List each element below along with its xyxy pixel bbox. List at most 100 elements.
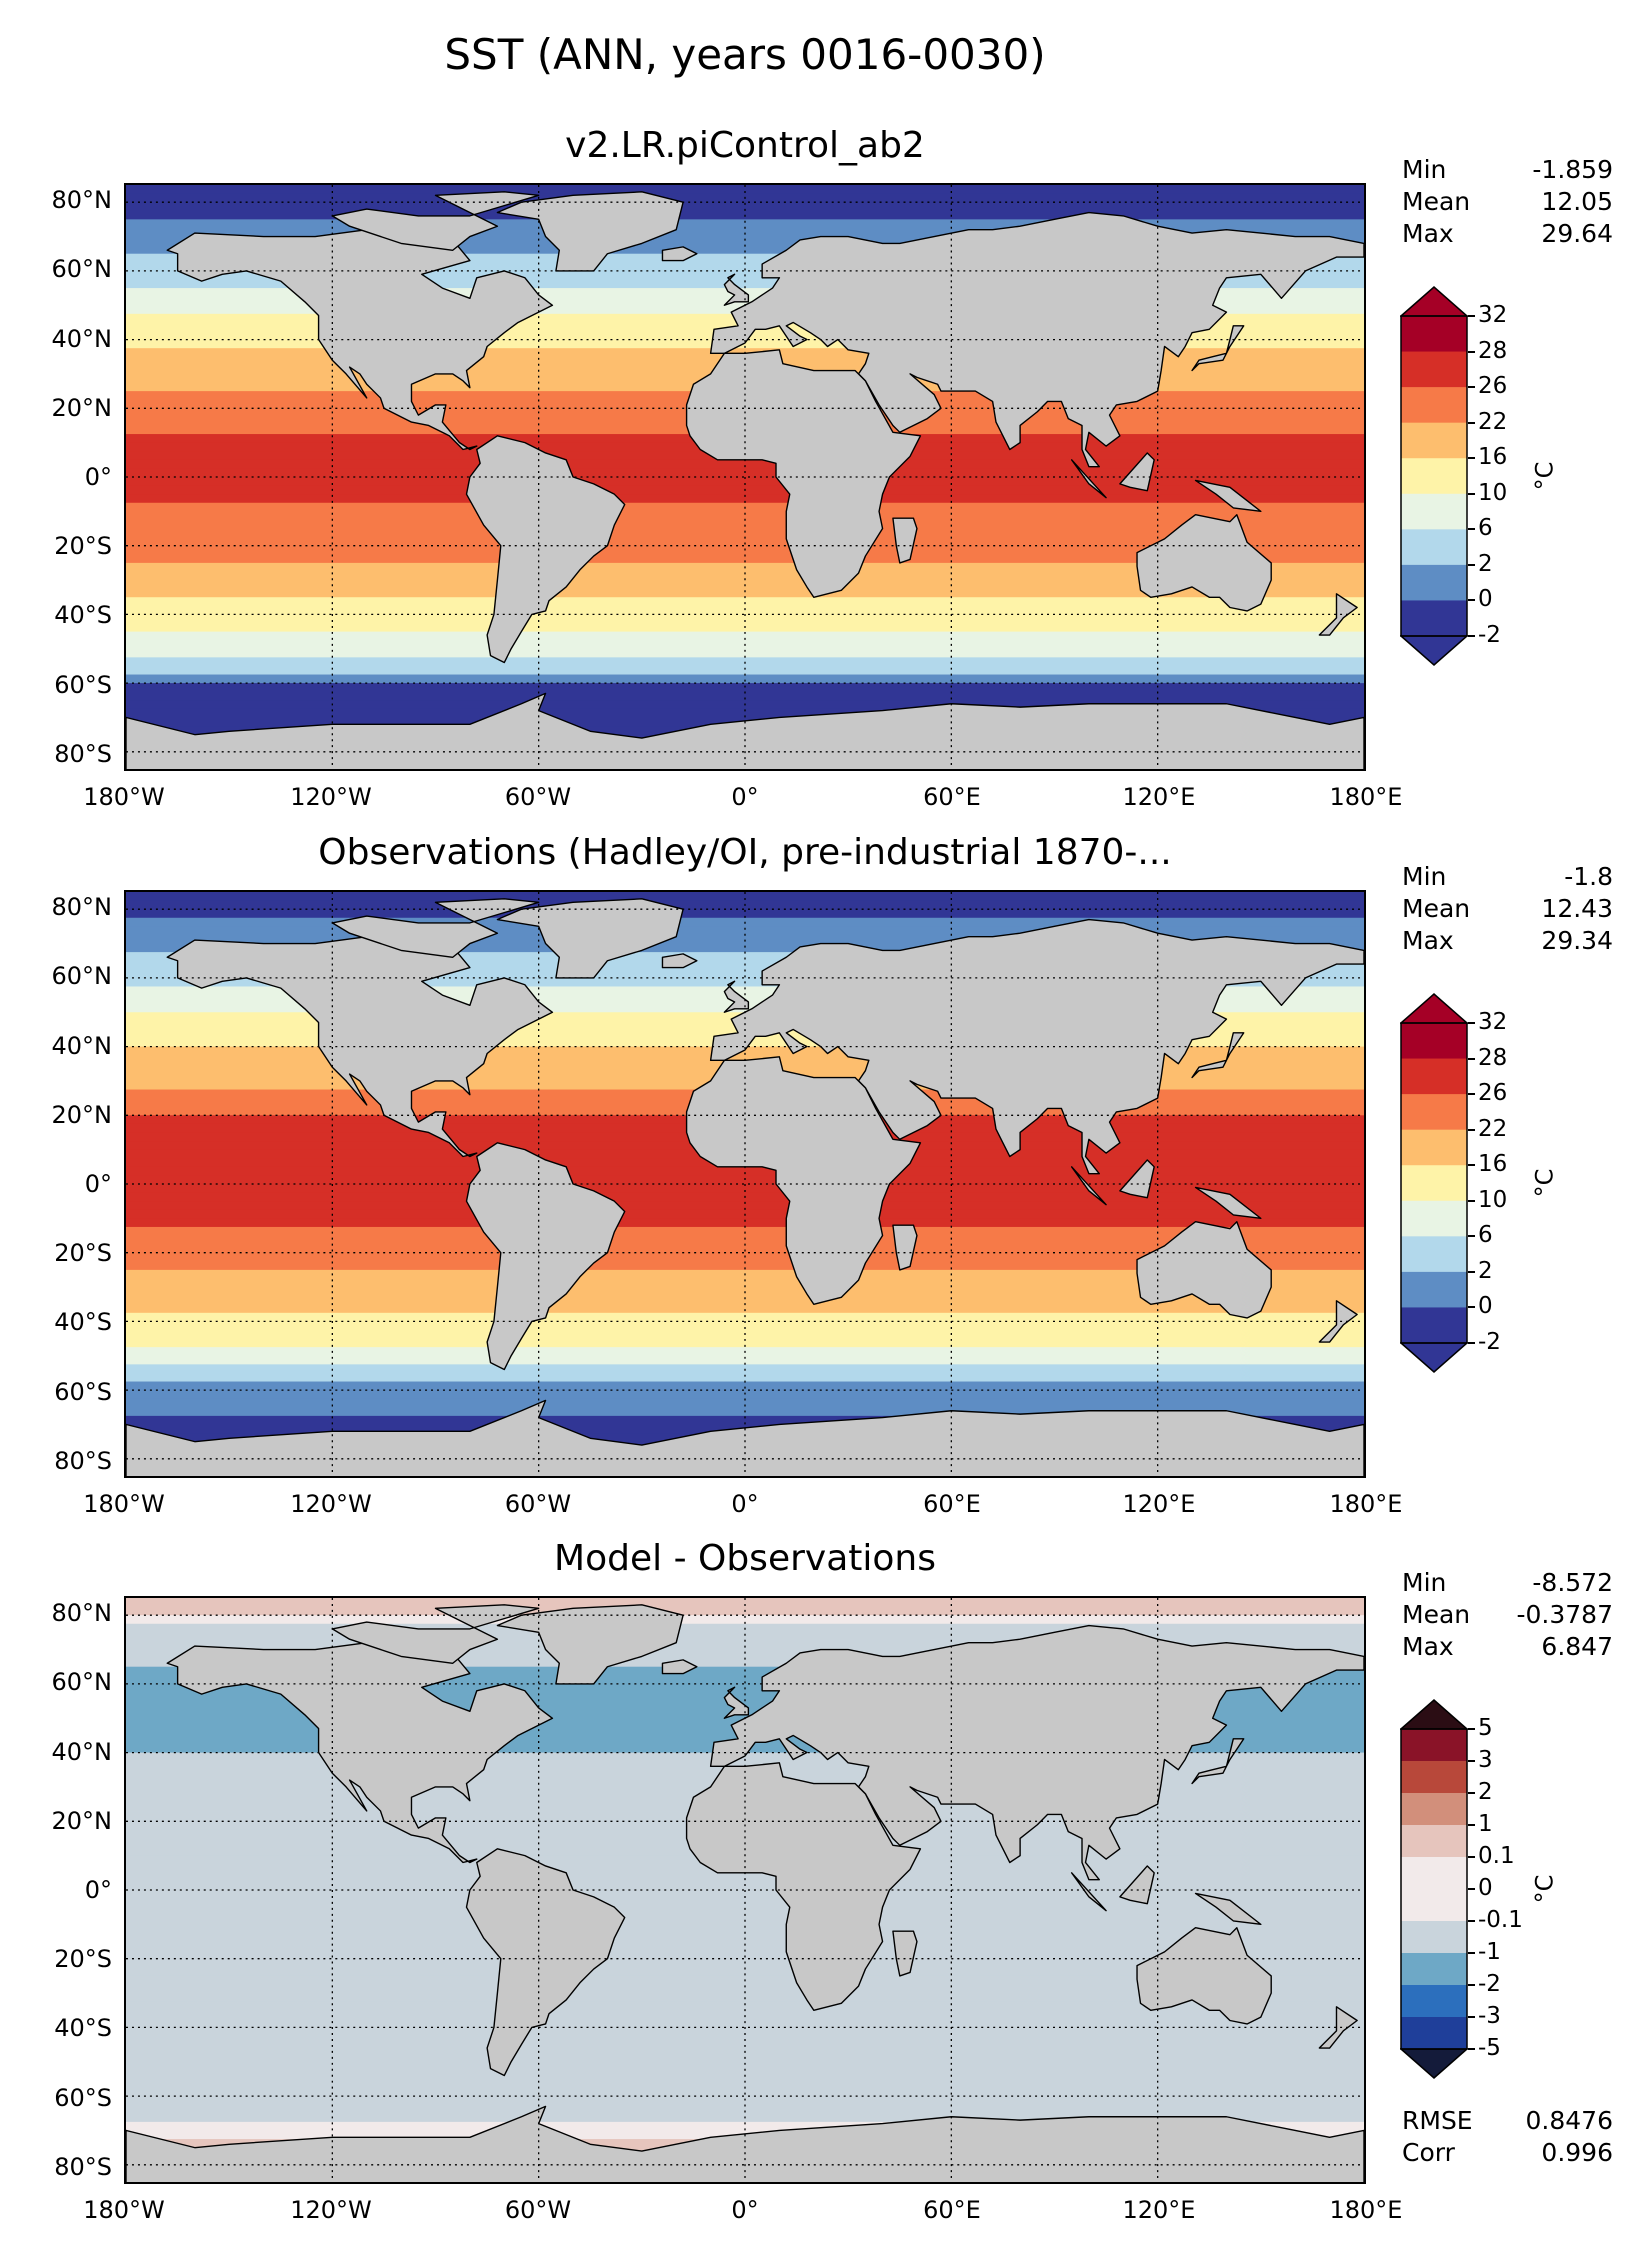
landmass — [709, 211, 1364, 468]
colorbar-tick-label: 2 — [1478, 1257, 1493, 1284]
landmass — [1194, 1186, 1262, 1220]
map-plot — [126, 185, 1364, 769]
colorbar-tick-label: 2 — [1478, 1779, 1493, 1805]
colorbar-tick-mark — [1468, 386, 1475, 389]
colorbar-tick-mark — [1468, 1128, 1475, 1131]
stat-value: 12.43 — [1541, 894, 1613, 923]
stat-value: -0.3787 — [1516, 1600, 1614, 1629]
sea-band — [126, 1872, 1364, 1883]
sea-band — [126, 909, 1364, 919]
lat-tick-label: 80°S — [54, 1446, 112, 1475]
landmass — [723, 980, 750, 1013]
sea-band — [126, 537, 1364, 547]
sea-band — [126, 691, 1364, 702]
sea-band — [126, 2027, 1364, 2037]
colorbar-segment — [1401, 1857, 1467, 1890]
sea-band — [126, 934, 1364, 945]
landmass — [331, 191, 540, 251]
stat-value: -1.859 — [1532, 155, 1613, 184]
colorbar-tick-mark — [1468, 1235, 1475, 1238]
colorbar-tick-mark — [1468, 1952, 1475, 1954]
sea-band — [126, 892, 1364, 902]
lat-tick-label: 60°S — [54, 2083, 112, 2112]
sea-band — [126, 1261, 1364, 1271]
lat-tick-label: 80°N — [51, 1599, 113, 1628]
lat-tick-label: 0° — [84, 463, 112, 491]
sea-band — [126, 477, 1364, 487]
sea-band — [126, 1398, 1364, 1409]
colorbar-tick-label: 0 — [1478, 1875, 1493, 1901]
colorbar-segment — [1401, 1129, 1467, 1166]
colorbar-tick-label: 16 — [1478, 444, 1508, 471]
sea-band — [126, 1278, 1364, 1288]
colorbar-tick-mark — [1468, 457, 1475, 460]
sea-band — [126, 674, 1364, 684]
colorbar-segment — [1401, 1793, 1467, 1826]
sea-band — [126, 339, 1364, 349]
lat-tick-label: 20°S — [54, 1945, 112, 1974]
lat-tick-label: 0° — [84, 1876, 112, 1904]
sea-band — [126, 1615, 1364, 1625]
stat-label: Mean — [1402, 1600, 1471, 1629]
lon-tick-label: 60°W — [504, 783, 572, 811]
landmass — [465, 1142, 626, 1371]
panel-title: v2.LR.piControl_ab2 — [565, 125, 925, 166]
colorbar-segment — [1401, 1200, 1467, 1237]
colorbar-outline — [1400, 1022, 1468, 1344]
sea-band — [126, 494, 1364, 504]
sea-band — [126, 1295, 1364, 1306]
colorbar-tick-mark — [1468, 492, 1475, 495]
map-frame — [124, 183, 1366, 771]
sea-band — [126, 519, 1364, 530]
colorbar-tick-mark — [1468, 350, 1475, 353]
colorbar-tick-mark — [1468, 1199, 1475, 1202]
sea-band — [126, 1984, 1364, 1994]
colorbar-tick-label: 28 — [1478, 337, 1508, 364]
colorbar-extend-min — [1400, 2048, 1468, 2079]
sea-band — [126, 1304, 1364, 1314]
landmass — [723, 273, 750, 306]
sea-band — [126, 2018, 1364, 2029]
lon-tick-label: 180°E — [1329, 1490, 1403, 1518]
sea-band — [126, 1907, 1364, 1917]
colorbar-tick-label: 6 — [1478, 515, 1493, 542]
map-plot — [126, 892, 1364, 1476]
landmass — [465, 1848, 626, 2077]
sea-band — [126, 1381, 1364, 1391]
stat-value: 0.8476 — [1525, 2106, 1613, 2135]
sea-band — [126, 1950, 1364, 1960]
colorbar-tick-label: 2 — [1478, 550, 1493, 577]
landmass — [1119, 1159, 1155, 1199]
colorbar-tick-mark — [1468, 1920, 1475, 1922]
colorbar-tick-label: -0.1 — [1478, 1907, 1523, 1933]
colorbar-segment — [1401, 1165, 1467, 1202]
landmass — [1136, 1221, 1272, 1319]
colorbar-tick-label: -1 — [1478, 1939, 1501, 1965]
colorbar-tick-label: 6 — [1478, 1222, 1493, 1249]
colorbar-tick-mark — [1468, 421, 1475, 424]
colorbar-segment — [1401, 1985, 1467, 2018]
colorbar-tick-mark — [1468, 2016, 1475, 2018]
colorbar-tick-mark — [1468, 1760, 1475, 1762]
lon-tick-label: 180°W — [83, 2196, 165, 2224]
colorbar-unit-label: °C — [1530, 461, 1559, 491]
colorbar-tick-mark — [1468, 1984, 1475, 1986]
colorbar-tick-mark — [1468, 1824, 1475, 1826]
colorbar-tick-mark — [1468, 1728, 1475, 1730]
sea-band — [126, 631, 1364, 641]
colorbar-tick-label: 22 — [1478, 1115, 1508, 1142]
lat-tick-label: 80°S — [54, 2152, 112, 2181]
colorbar-tick-mark — [1468, 599, 1475, 602]
lat-tick-label: 40°S — [54, 2014, 112, 2043]
lon-tick-label: 180°W — [83, 1490, 165, 1518]
lon-tick-label: 180°E — [1329, 2196, 1403, 2224]
lon-tick-label: 60°E — [923, 1490, 981, 1518]
sea-band — [126, 1598, 1364, 1608]
lon-tick-label: 180°W — [83, 783, 165, 811]
sea-band — [126, 2061, 1364, 2072]
map-frame — [124, 1596, 1366, 2184]
colorbar-segment — [1401, 422, 1467, 459]
sea-band — [126, 1967, 1364, 1977]
lat-tick-label: 80°S — [54, 739, 112, 768]
landmass — [1119, 1865, 1155, 1905]
